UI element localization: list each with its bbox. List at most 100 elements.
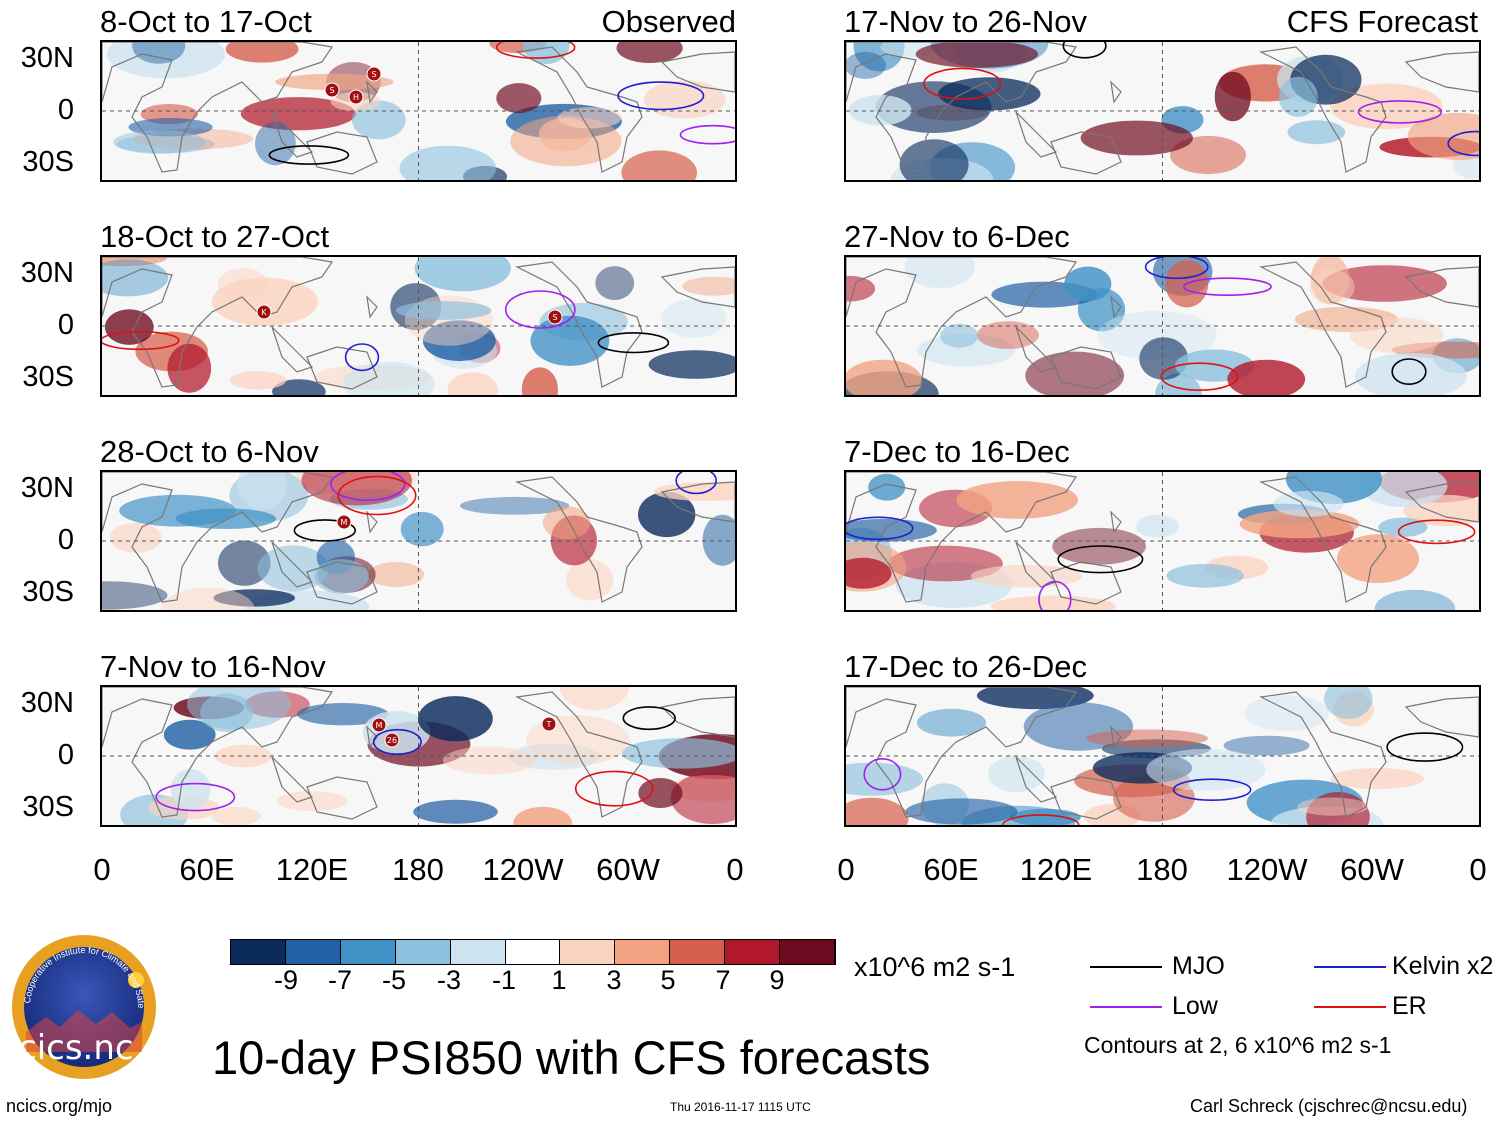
colorbar-swatch bbox=[780, 940, 835, 964]
ylabel-30n: 30N bbox=[20, 472, 74, 504]
colorbar-label: -7 bbox=[327, 965, 353, 995]
xlabel: 60E bbox=[923, 852, 979, 887]
storm-marker: T bbox=[541, 716, 557, 732]
map-panel bbox=[844, 40, 1481, 182]
ylabel-30n: 30N bbox=[20, 42, 74, 74]
storm-marker: S bbox=[324, 82, 340, 98]
footer-timestamp: Thu 2016-11-17 1115 UTC bbox=[670, 1100, 811, 1114]
storm-marker: S bbox=[366, 66, 382, 82]
map-panel bbox=[844, 470, 1481, 612]
cics-logo: Cooperative Institute for Climate and Sa… bbox=[8, 932, 156, 1079]
xlabel: 180 bbox=[1136, 852, 1188, 887]
map-field: S S H bbox=[102, 42, 735, 180]
colorbar-units: x10^6 m2 s-1 bbox=[854, 952, 1016, 982]
storm-marker: 26 bbox=[384, 732, 400, 748]
panel-title-fc-1: 17-Nov to 26-Nov bbox=[844, 4, 1087, 39]
xlabel: 0 bbox=[1469, 852, 1487, 887]
colorbar-label: -3 bbox=[436, 965, 462, 995]
panel-title-fc-4: 17-Dec to 26-Dec bbox=[844, 649, 1087, 684]
svg-text:H: H bbox=[353, 93, 359, 102]
xlabel: 120W bbox=[1226, 852, 1308, 887]
colorbar-label: -9 bbox=[273, 965, 299, 995]
main-title: 10-day PSI850 with CFS forecasts bbox=[212, 1031, 931, 1084]
ylabel-eq: 0 bbox=[57, 309, 74, 341]
colorbar-swatch bbox=[340, 940, 396, 964]
colorbar-swatch bbox=[231, 940, 286, 964]
ylabel-eq: 0 bbox=[57, 524, 74, 556]
storm-marker: H bbox=[348, 89, 364, 105]
logo-text: cics.nc bbox=[18, 1028, 134, 1068]
ylabel-30n: 30N bbox=[20, 687, 74, 719]
map-field: M 26 T bbox=[102, 687, 735, 825]
xlabel: 60W bbox=[1340, 852, 1404, 887]
legend-line-kelvin bbox=[1314, 966, 1386, 968]
map-panel: M bbox=[100, 470, 737, 612]
colorbar-swatch bbox=[505, 940, 561, 964]
colorbar-swatch bbox=[725, 940, 781, 964]
storm-marker: M bbox=[371, 717, 387, 733]
map-panel bbox=[844, 255, 1481, 397]
map-field bbox=[846, 42, 1479, 180]
storm-marker: K bbox=[256, 304, 272, 320]
panel-title-fc-3: 7-Dec to 16-Dec bbox=[844, 434, 1070, 469]
observed-tag: Observed bbox=[601, 4, 736, 39]
legend-label-low: Low bbox=[1172, 992, 1218, 1020]
legend-label-er: ER bbox=[1392, 992, 1427, 1020]
legend-line-er bbox=[1314, 1006, 1386, 1008]
colorbar-label: 3 bbox=[606, 965, 622, 995]
svg-text:26: 26 bbox=[387, 736, 397, 745]
xlabel: 0 bbox=[726, 852, 744, 887]
map-field: M bbox=[102, 472, 735, 610]
storm-marker: S bbox=[547, 309, 563, 325]
ylabel-30s: 30S bbox=[22, 791, 74, 823]
ylabel-eq: 0 bbox=[57, 739, 74, 771]
panel-title-obs-3: 28-Oct to 6-Nov bbox=[100, 434, 319, 469]
ylabel-30s: 30S bbox=[22, 361, 74, 393]
colorbar-swatch bbox=[395, 940, 451, 964]
panel-title-fc-2: 27-Nov to 6-Dec bbox=[844, 219, 1070, 254]
footer-author: Carl Schreck (cjschrec@ncsu.edu) bbox=[1190, 1096, 1468, 1116]
footer-website: ncics.org/mjo bbox=[6, 1096, 113, 1116]
forecast-tag: CFS Forecast bbox=[1286, 4, 1478, 39]
legend-line-mjo bbox=[1090, 966, 1162, 968]
colorbar-label: 7 bbox=[715, 965, 731, 995]
colorbar-swatch bbox=[560, 940, 616, 964]
storm-marker: M bbox=[336, 514, 352, 530]
colorbar-label: 5 bbox=[660, 965, 676, 995]
svg-text:S: S bbox=[371, 70, 376, 79]
svg-text:M: M bbox=[376, 721, 383, 730]
ylabel-30s: 30S bbox=[22, 576, 74, 608]
xlabel: 120E bbox=[1019, 852, 1093, 887]
legend-label-kelvin: Kelvin x2 bbox=[1392, 952, 1494, 980]
svg-text:K: K bbox=[261, 308, 267, 317]
xlabel: 180 bbox=[392, 852, 444, 887]
contours-note: Contours at 2, 6 x10^6 m2 s-1 bbox=[1084, 1032, 1392, 1058]
legend-label-mjo: MJO bbox=[1172, 952, 1225, 980]
xlabel: 120W bbox=[482, 852, 564, 887]
colorbar-label: 9 bbox=[769, 965, 785, 995]
panel-title-obs-4: 7-Nov to 16-Nov bbox=[100, 649, 326, 684]
colorbar-label: -1 bbox=[491, 965, 517, 995]
colorbar-swatch bbox=[615, 940, 671, 964]
map-field bbox=[846, 687, 1479, 825]
svg-text:S: S bbox=[552, 313, 557, 322]
colorbar-label: 1 bbox=[551, 965, 567, 995]
xlabel: 60E bbox=[179, 852, 235, 887]
svg-text:S: S bbox=[329, 86, 334, 95]
colorbar-label: -5 bbox=[381, 965, 407, 995]
map-field bbox=[846, 257, 1479, 395]
xlabel: 60W bbox=[596, 852, 660, 887]
xlabel: 0 bbox=[93, 852, 111, 887]
map-field bbox=[846, 472, 1479, 610]
ylabel-30n: 30N bbox=[20, 257, 74, 289]
xlabel: 120E bbox=[275, 852, 349, 887]
colorbar-swatch bbox=[450, 940, 506, 964]
panel-title-obs-2: 18-Oct to 27-Oct bbox=[100, 219, 330, 254]
map-panel: M 26 T bbox=[100, 685, 737, 827]
colorbar-swatch bbox=[285, 940, 341, 964]
xlabel: 0 bbox=[837, 852, 855, 887]
map-panel bbox=[844, 685, 1481, 827]
map-field: KS bbox=[102, 257, 735, 395]
legend-line-low bbox=[1090, 1006, 1162, 1008]
